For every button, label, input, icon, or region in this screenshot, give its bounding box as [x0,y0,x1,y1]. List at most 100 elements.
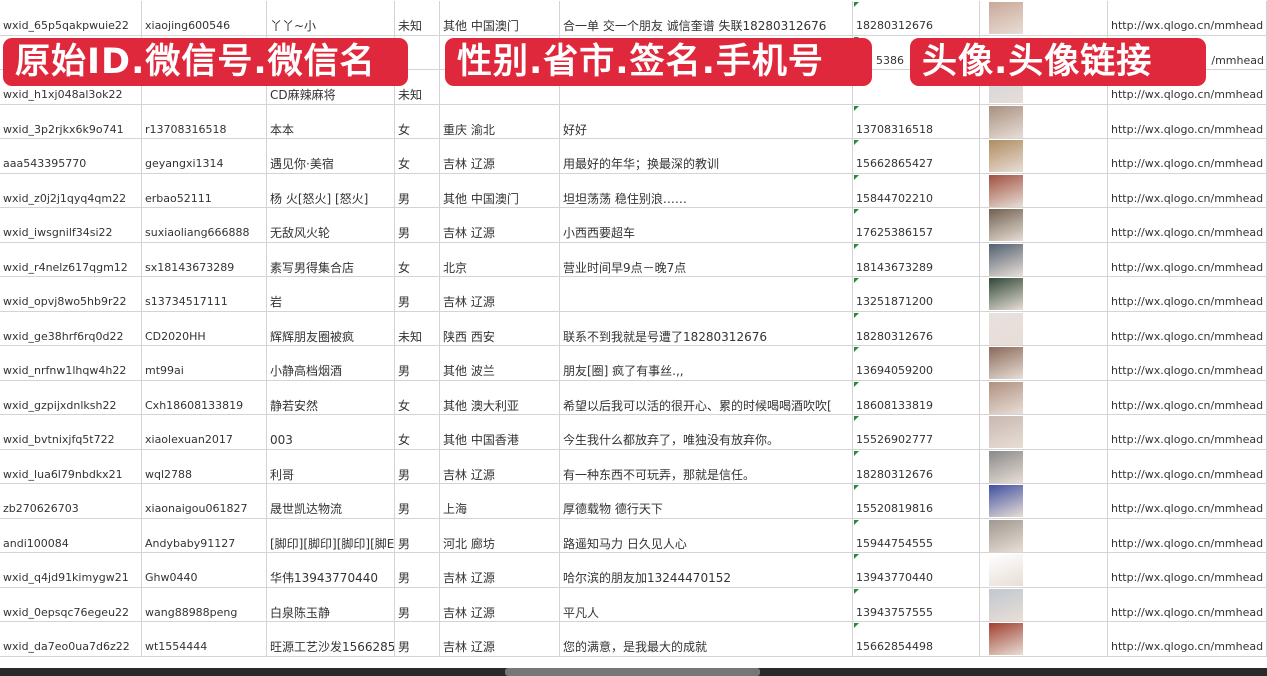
cell-region[interactable]: 吉林 辽源 [440,277,560,311]
cell-wechat-name[interactable]: 遇见你·美宿 [267,139,395,173]
cell-gender[interactable]: 男 [395,173,440,207]
cell-wechat-id[interactable]: wang88988peng [142,587,267,621]
cell-gender[interactable] [395,35,440,69]
cell-phone[interactable]: 18143673289 [853,242,980,276]
cell-wechat-name[interactable]: 杨 火[怒火] [怒火] [267,173,395,207]
cell-avatar-link[interactable]: http://wx.qlogo.cn/mmhead [1108,104,1267,138]
cell-avatar[interactable] [980,1,1108,35]
horizontal-scrollbar[interactable] [505,668,760,676]
cell-phone[interactable]: 13694059200 [853,346,980,380]
cell-signature[interactable]: 营业时间早9点－晚7点 [560,242,853,276]
cell-wechat-id[interactable]: Cxh18608133819 [142,380,267,414]
cell-original-id[interactable]: wxid_bvtnixjfq5t722 [0,415,142,449]
cell-signature[interactable]: 您的满意，是我最大的成就 [560,622,853,656]
cell-original-id[interactable]: wxid_65p5qakpwuie22 [0,1,142,35]
cell-original-id[interactable]: wxid_ge38hrf6rq0d22 [0,311,142,345]
cell-avatar-link[interactable]: http://wx.qlogo.cn/mmhead [1108,139,1267,173]
cell-gender[interactable]: 男 [395,449,440,483]
cell-original-id[interactable]: wxid_h1xj048al3ok22 [0,70,142,104]
cell-region[interactable]: 吉林 辽源 [440,622,560,656]
cell-wechat-id[interactable]: Ghw0440 [142,553,267,587]
cell-gender[interactable]: 女 [395,380,440,414]
cell-phone[interactable]: 13943757555 [853,587,980,621]
cell-wechat-id[interactable]: xiaolexuan2017 [142,415,267,449]
cell-signature[interactable]: 小西西要超车 [560,208,853,242]
cell-wechat-id[interactable]: erbao52111 [142,173,267,207]
cell-original-id[interactable]: wxid_0epsqc76egeu22 [0,587,142,621]
cell-gender[interactable]: 女 [395,415,440,449]
cell-original-id[interactable]: wxid_gzpijxdnlksh22 [0,380,142,414]
cell-avatar[interactable] [980,277,1108,311]
cell-original-id[interactable]: wxid_lua6l79nbdkx21 [0,449,142,483]
cell-avatar[interactable] [980,449,1108,483]
cell-gender[interactable]: 女 [395,104,440,138]
cell-signature[interactable]: 好好 [560,104,853,138]
cell-avatar-link[interactable]: http://wx.qlogo.cn/mmhead [1108,518,1267,552]
cell-avatar-link[interactable]: http://wx.qlogo.cn/mmhead [1108,346,1267,380]
cell-signature[interactable]: 平凡人 [560,587,853,621]
cell-gender[interactable]: 未知 [395,311,440,345]
cell-region[interactable] [440,70,560,104]
cell-avatar[interactable] [980,553,1108,587]
cell-wechat-id[interactable]: mt99ai [142,346,267,380]
cell-wechat-name[interactable]: 岩 [267,277,395,311]
cell-phone[interactable]: 15526902777 [853,415,980,449]
cell-wechat-name[interactable]: 晟世凯达物流 [267,484,395,518]
cell-phone[interactable]: 15520819816 [853,484,980,518]
cell-wechat-id[interactable]: xiaojing600546 [142,1,267,35]
cell-avatar-link[interactable]: http://wx.qlogo.cn/mmhead [1108,208,1267,242]
cell-phone[interactable]: 18280312676 [853,311,980,345]
cell-phone[interactable]: 15844702210 [853,173,980,207]
cell-signature[interactable]: 厚德载物 德行天下 [560,484,853,518]
cell-avatar[interactable] [980,415,1108,449]
cell-wechat-name[interactable]: CD麻辣麻将 [267,70,395,104]
cell-region[interactable]: 其他 澳大利亚 [440,380,560,414]
cell-region[interactable]: 吉林 辽源 [440,553,560,587]
cell-wechat-name[interactable]: 小静高档烟酒 [267,346,395,380]
cell-region[interactable]: 重庆 渝北 [440,104,560,138]
cell-wechat-name[interactable]: 无敌风火轮 [267,208,395,242]
cell-signature[interactable] [560,277,853,311]
cell-wechat-name[interactable]: 华伟13943770440 [267,553,395,587]
cell-phone[interactable]: 15662854498 [853,622,980,656]
cell-avatar-link[interactable]: http://wx.qlogo.cn/mmhead [1108,380,1267,414]
cell-wechat-id[interactable]: r13708316518 [142,104,267,138]
cell-gender[interactable]: 男 [395,277,440,311]
cell-gender[interactable]: 女 [395,242,440,276]
cell-avatar[interactable] [980,311,1108,345]
cell-wechat-id[interactable] [142,70,267,104]
cell-wechat-name[interactable]: 丫丫~小 [267,1,395,35]
cell-wechat-id[interactable]: suxiaoliang666888 [142,208,267,242]
cell-phone[interactable]: 13708316518 [853,104,980,138]
cell-gender[interactable]: 男 [395,518,440,552]
cell-phone[interactable]: 13251871200 [853,277,980,311]
cell-gender[interactable]: 男 [395,622,440,656]
cell-wechat-id[interactable]: xiaonaigou061827 [142,484,267,518]
cell-original-id[interactable]: wxid_3p2rjkx6k9o741 [0,104,142,138]
cell-wechat-id[interactable]: sx18143673289 [142,242,267,276]
cell-original-id[interactable]: wxid_iwsgnilf34si22 [0,208,142,242]
cell-wechat-id[interactable]: Andybaby91127 [142,518,267,552]
cell-region[interactable]: 其他 波兰 [440,346,560,380]
cell-signature[interactable]: 联系不到我就是号遭了18280312676 [560,311,853,345]
cell-signature[interactable]: 希望以后我可以活的很开心、累的时候喝喝酒吹吹[ [560,380,853,414]
cell-wechat-id[interactable]: s13734517111 [142,277,267,311]
cell-wechat-name[interactable]: 本本 [267,104,395,138]
cell-avatar[interactable] [980,484,1108,518]
cell-gender[interactable]: 男 [395,208,440,242]
cell-original-id[interactable]: wxid_nrfnw1lhqw4h22 [0,346,142,380]
cell-region[interactable]: 上海 [440,484,560,518]
cell-wechat-id[interactable]: wql2788 [142,449,267,483]
cell-gender[interactable]: 男 [395,587,440,621]
cell-region[interactable]: 陕西 西安 [440,311,560,345]
cell-wechat-name[interactable]: 旺源工艺沙发15662854 [267,622,395,656]
cell-region[interactable]: 吉林 辽源 [440,208,560,242]
cell-wechat-id[interactable]: geyangxi1314 [142,139,267,173]
cell-signature[interactable]: 坦坦荡荡 稳住别浪…… [560,173,853,207]
cell-avatar-link[interactable]: http://wx.qlogo.cn/mmhead [1108,242,1267,276]
cell-gender[interactable]: 男 [395,553,440,587]
cell-phone[interactable]: 18280312676 [853,1,980,35]
cell-avatar[interactable] [980,346,1108,380]
cell-original-id[interactable]: andi100084 [0,518,142,552]
cell-phone[interactable]: 15944754555 [853,518,980,552]
